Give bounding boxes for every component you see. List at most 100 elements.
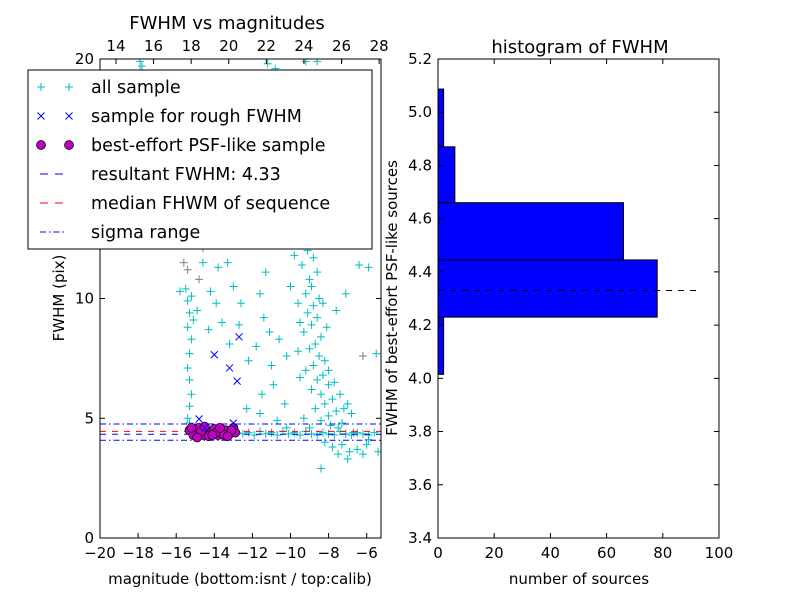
all-sample-point (355, 260, 364, 269)
all-sample-point (225, 340, 234, 349)
all-sample-point (324, 411, 333, 420)
legend-box (27, 69, 373, 250)
all-sample-point (286, 282, 295, 291)
legend-label: sample for rough FWHM (91, 107, 302, 127)
all-sample-point (223, 258, 232, 267)
all-sample-point (305, 275, 314, 284)
y-tick-label: 3.6 (408, 476, 432, 494)
all-sample-point (318, 371, 327, 380)
all-sample-point (364, 263, 373, 272)
top-x-tick-label: 14 (106, 37, 125, 55)
x-tick-label: 0 (433, 544, 443, 562)
all-sample-point (185, 308, 194, 317)
histogram-bar (437, 316, 445, 375)
all-sample-point (263, 59, 272, 68)
all-sample-point (185, 375, 194, 384)
all-sample-point (309, 301, 318, 310)
all-sample-point (330, 431, 339, 440)
psf-sample-point (186, 422, 197, 433)
all-sample-point (183, 323, 192, 332)
rough-sample-point (210, 350, 219, 359)
histogram-plot: 0 20 40 60 80 100 3.4 3.6 3.8 4.0 4.2 4.4 4.6 4.8 5.0 5… (408, 50, 733, 562)
x-tick-label: 60 (597, 544, 616, 562)
all-sample-point (318, 428, 327, 437)
all-sample-point (294, 299, 303, 308)
top-x-tick-label: 28 (370, 37, 389, 55)
all-sample-point (250, 431, 259, 440)
rough-sample-point (200, 423, 209, 432)
all-sample-point (347, 431, 356, 440)
all-sample-point (322, 323, 331, 332)
all-sample-point (370, 428, 379, 437)
scatter-title: FWHM vs magnitudes (129, 13, 324, 34)
all-sample-point (326, 421, 335, 430)
all-sample-point (235, 320, 244, 329)
all-sample-point (187, 390, 196, 399)
all-sample-point (290, 428, 299, 437)
legend: all sample sample for rough FWHM best-effo… (27, 69, 373, 250)
y-tick-label: 20 (75, 50, 94, 68)
rough-sample-point (225, 364, 234, 372)
all-sample-point (265, 328, 274, 337)
all-sample-point (324, 366, 333, 375)
all-sample-point (353, 428, 362, 437)
rough-sample-point (233, 377, 242, 385)
y-tick-label: 3.4 (408, 529, 432, 547)
top-x-tick-label: 24 (294, 37, 313, 55)
all-sample-point (307, 320, 316, 329)
x-tick-label: −6 (356, 544, 378, 562)
y-tick-label: 10 (75, 290, 94, 308)
legend-cross-icon (65, 112, 73, 120)
psf-sample-point (207, 430, 218, 440)
all-sample-point (316, 416, 325, 425)
all-sample-point (282, 351, 291, 360)
all-sample-point (297, 260, 306, 269)
scatter-ylabel: FWHM (pix) (50, 255, 68, 342)
legend-plus-icon (37, 83, 45, 91)
all-sample-point (345, 447, 354, 456)
all-sample-point (267, 361, 276, 370)
all-sample-point (341, 289, 350, 298)
rough-sample-point (235, 332, 243, 341)
all-sample-point (181, 284, 190, 293)
histogram-bar (437, 88, 445, 148)
all-sample-point (301, 59, 310, 66)
top-x-tick-label: 20 (219, 37, 238, 55)
x-tick-label: −18 (122, 544, 154, 562)
all-sample-point (320, 438, 329, 447)
psf-sample-point (192, 432, 203, 443)
all-sample-point (309, 361, 318, 370)
all-sample-point (337, 419, 346, 428)
scatter-xlabel: magnitude (bottom:isnt / top:calib) (108, 570, 372, 588)
rough-sample-point (229, 419, 238, 427)
y-tick-label: 4.0 (408, 369, 432, 387)
all-sample-point (313, 59, 322, 66)
all-sample-point (296, 318, 305, 327)
all-sample-point (336, 390, 345, 399)
legend-plus-icon (65, 83, 73, 91)
all-sample-point (315, 351, 324, 360)
legend-label: resultant FWHM: 4.33 (91, 165, 281, 185)
all-sample-point (252, 342, 261, 351)
y-tick-label: 4.8 (408, 156, 432, 174)
all-sample-point (332, 306, 341, 315)
all-sample-point (282, 423, 291, 432)
x-tick-label: −20 (84, 544, 116, 562)
histogram-bar (437, 146, 456, 204)
all-sample-point (339, 404, 348, 413)
all-sample-point (305, 423, 314, 432)
all-sample-point (301, 289, 310, 298)
histogram-xlabel: number of sources (509, 570, 649, 588)
all-sample-point (303, 308, 312, 317)
all-sample-point (330, 378, 339, 387)
other-point (358, 351, 367, 360)
all-sample-point (301, 366, 310, 375)
legend-label: best-effort PSF-like sample (91, 136, 326, 156)
all-sample-point (313, 268, 322, 277)
all-sample-point (343, 399, 352, 408)
all-sample-point (198, 258, 207, 267)
all-sample-point (217, 318, 226, 327)
all-sample-point (311, 340, 320, 349)
y-tick-label: 5.0 (408, 103, 432, 121)
